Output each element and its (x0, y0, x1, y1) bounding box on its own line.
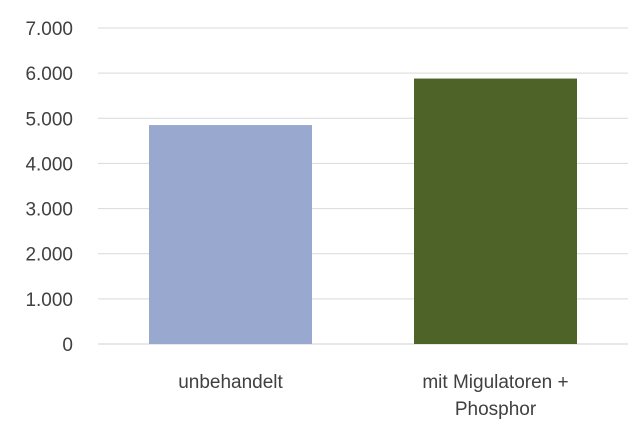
y-tick-label: 0 (62, 335, 73, 356)
y-tick-label: 5.000 (25, 109, 73, 130)
bar (414, 78, 577, 344)
bar (149, 125, 312, 344)
y-tick-label: 2.000 (25, 245, 73, 266)
bars (149, 78, 577, 344)
y-tick-label: 1.000 (25, 290, 73, 311)
y-tick-label: 3.000 (25, 200, 73, 221)
x-category-label: unbehandelt (178, 372, 283, 393)
x-category-label: mit Migulatoren + Phosphor (422, 372, 568, 420)
y-tick-label: 6.000 (25, 64, 73, 85)
y-tick-label: 7.000 (25, 19, 73, 40)
x-axis-category-labels: unbehandelt mit Migulatoren + Phosphor (178, 372, 568, 420)
y-axis-tick-labels: 0 1.000 2.000 3.000 4.000 5.000 6.000 7.000 (25, 19, 73, 356)
y-tick-label: 4.000 (25, 154, 73, 175)
